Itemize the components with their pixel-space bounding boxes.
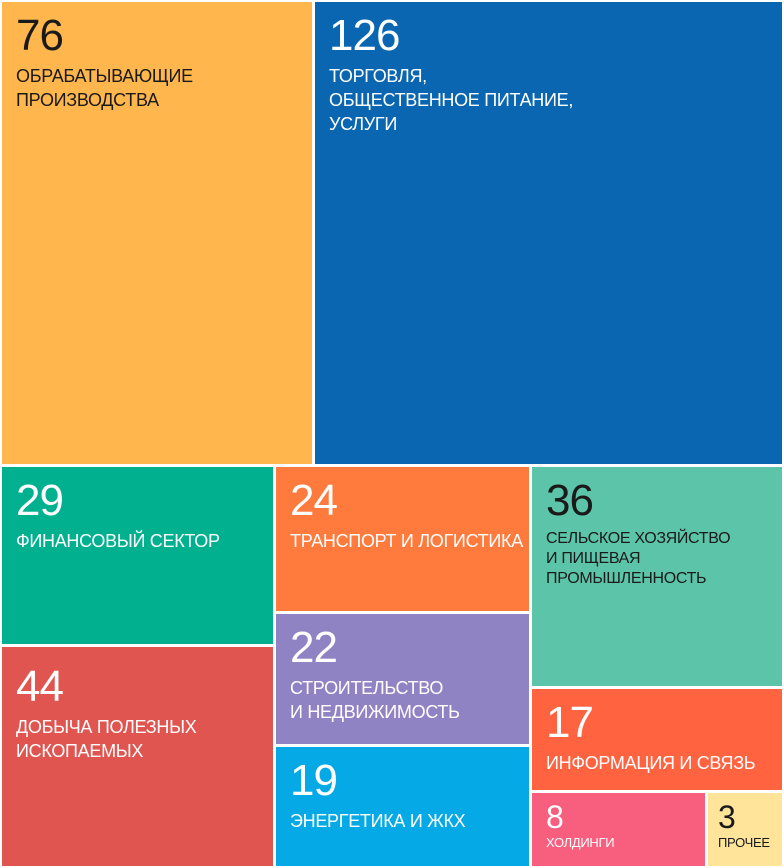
tile-value: 29 [16,476,64,525]
tile-value: 24 [290,476,338,525]
tile-label: ДОБЫЧА ПОЛЕЗНЫХ ИСКОПАЕМЫХ [16,717,197,761]
tile-holdings: 8 ХОЛДИНГИ [532,793,705,866]
tile-value: 36 [546,476,594,525]
tile-value: 126 [329,11,400,60]
tile-value: 44 [16,662,64,711]
tile-label: ТОРГОВЛЯ, ОБЩЕСТВЕННОЕ ПИТАНИЕ, УСЛУГИ [329,66,574,134]
tile-value: 76 [16,11,64,60]
tile-agriculture-food: 36 СЕЛЬСКОЕ ХОЗЯЙСТВО И ПИЩЕВАЯ ПРОМЫШЛЕ… [532,467,782,686]
tile-label: СЕЛЬСКОЕ ХОЗЯЙСТВО И ПИЩЕВАЯ ПРОМЫШЛЕННО… [546,530,731,587]
tile-transport-logistics: 24 ТРАНСПОРТ И ЛОГИСТИКА [276,467,529,611]
tile-label: ТРАНСПОРТ И ЛОГИСТИКА [290,531,523,551]
tile-manufacturing: 76 ОБРАБАТЫВАЮЩИЕ ПРОИЗВОДСТВА [2,2,312,464]
tile-label: СТРОИТЕЛЬСТВО И НЕДВИЖИМОСТЬ [290,678,460,722]
tile-energy-utilities: 19 ЭНЕРГЕТИКА И ЖКХ [276,747,529,866]
tile-label: ФИНАНСОВЫЙ СЕКТОР [16,531,220,551]
tile-construction-realestate: 22 СТРОИТЕЛЬСТВО И НЕДВИЖИМОСТЬ [276,614,529,744]
tile-value: 8 [546,799,564,835]
tile-label: ЭНЕРГЕТИКА И ЖКХ [290,811,466,831]
tile-label: ПРОЧЕЕ [718,835,770,850]
tile-it-communications: 17 ИНФОРМАЦИЯ И СВЯЗЬ [532,689,782,790]
tile-financial-sector: 29 ФИНАНСОВЫЙ СЕКТОР [2,467,273,644]
tile-label: ХОЛДИНГИ [546,835,615,850]
tile-value: 3 [718,799,736,835]
tile-label: ОБРАБАТЫВАЮЩИЕ ПРОИЗВОДСТВА [16,66,193,110]
tile-mining: 44 ДОБЫЧА ПОЛЕЗНЫХ ИСКОПАЕМЫХ [2,647,273,866]
tile-value: 17 [546,698,594,747]
tile-label: ИНФОРМАЦИЯ И СВЯЗЬ [546,753,756,773]
tile-value: 22 [290,623,338,672]
tile-value: 19 [290,756,338,805]
tile-other: 3 ПРОЧЕЕ [708,793,782,866]
tile-trade-services: 126 ТОРГОВЛЯ, ОБЩЕСТВЕННОЕ ПИТАНИЕ, УСЛУ… [315,2,782,464]
